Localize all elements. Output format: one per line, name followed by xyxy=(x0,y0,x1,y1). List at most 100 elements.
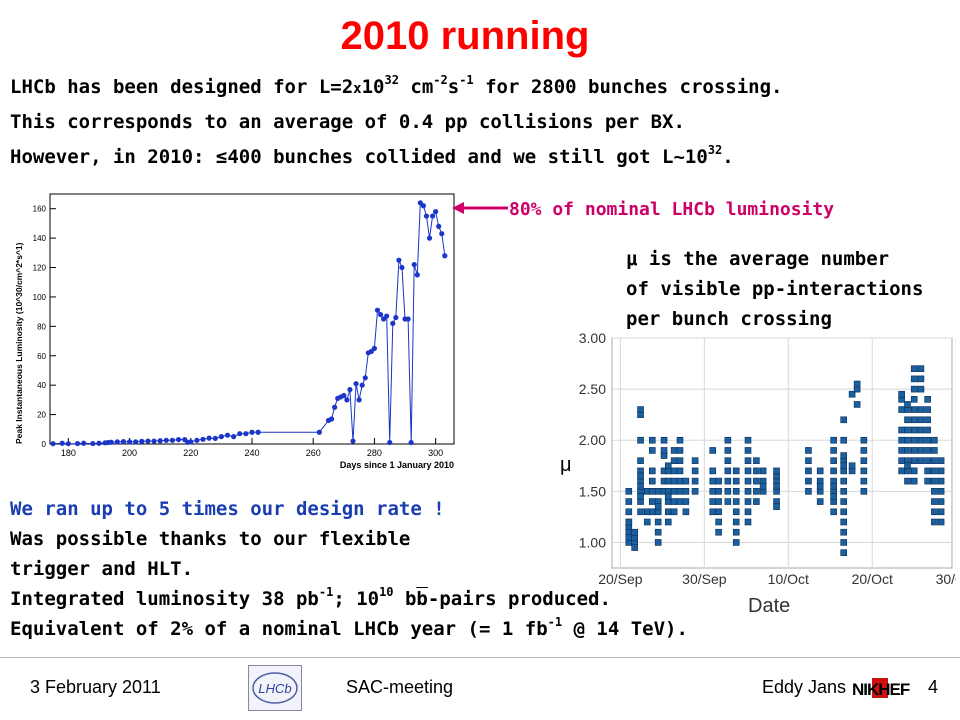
intro-line-1: LHCb has been designed for L=2x1032 cm-2… xyxy=(10,70,955,105)
conclusion-line-4-b: ; 10 xyxy=(333,588,380,610)
luminosity-data-point xyxy=(188,439,194,445)
mu-data-point xyxy=(910,436,918,444)
mu-data-point xyxy=(732,528,740,536)
mu-data-point xyxy=(937,508,945,516)
mu-data-point xyxy=(924,436,931,444)
mu-data-point xyxy=(924,396,931,403)
mu-data-point xyxy=(931,498,938,505)
luminosity-data-point xyxy=(108,439,114,445)
luminosity-data-point xyxy=(384,313,390,319)
intro-line-3-b: . xyxy=(722,146,734,168)
mu-data-point xyxy=(910,457,918,464)
mu-x-axis-label: Date xyxy=(748,595,790,616)
mu-data-point xyxy=(917,406,925,413)
mu-data-point xyxy=(773,503,780,510)
mu-data-point xyxy=(753,477,760,485)
luminosity-data-point xyxy=(151,438,157,444)
footer-divider xyxy=(0,657,960,658)
mu-data-point xyxy=(715,477,722,485)
mu-data-point xyxy=(676,467,684,475)
luminosity-y-axis-label: Peak Instantaneous Luminosity (10^30/cm^… xyxy=(14,242,24,444)
mu-data-point xyxy=(840,549,848,556)
luminosity-data-point xyxy=(433,209,439,215)
mu-data-point xyxy=(637,436,644,444)
mu-data-point xyxy=(682,488,690,495)
luminosity-data-point xyxy=(344,397,350,403)
mu-data-point xyxy=(840,498,848,505)
mu-description-line-2: of visible pp-interactions xyxy=(626,278,924,300)
luminosity-data-point xyxy=(81,440,87,446)
mu-data-point xyxy=(670,467,678,475)
luminosity-data-point xyxy=(328,416,335,422)
mu-data-point xyxy=(931,457,938,464)
mu-x-tick-label: 20/Oct xyxy=(852,571,893,587)
conclusion-line-5-b: @ 14 TeV). xyxy=(562,618,688,640)
mu-data-point xyxy=(715,508,722,516)
mu-data-point xyxy=(805,477,812,485)
mu-data-point xyxy=(805,467,812,475)
conclusion-line-4-c: b xyxy=(393,588,417,610)
luminosity-y-tick-label: 20 xyxy=(37,411,46,420)
mu-data-point xyxy=(860,488,868,495)
luminosity-y-tick-label: 0 xyxy=(42,440,47,449)
mu-scatter-chart: 1.00 1.50 2.00 2.50 3.00 20/Sep 30/Sep 10/Oct 20… xyxy=(560,330,956,616)
luminosity-data-point xyxy=(442,253,448,259)
mu-data-point xyxy=(840,436,848,444)
luminosity-data-point xyxy=(59,440,65,446)
luminosity-data-point xyxy=(96,440,102,446)
luminosity-data-point xyxy=(74,440,81,447)
luminosity-data-point xyxy=(120,439,127,445)
mu-data-point xyxy=(648,477,656,485)
mu-data-point xyxy=(910,385,918,393)
mu-data-point xyxy=(931,477,938,485)
mu-data-point xyxy=(931,518,938,526)
mu-data-point xyxy=(744,457,752,464)
luminosity-data-point xyxy=(243,431,249,437)
luminosity-y-tick-label: 40 xyxy=(37,381,46,390)
mu-y-tick-label: 1.50 xyxy=(579,483,606,499)
mu-data-point xyxy=(664,477,672,485)
luminosity-data-point xyxy=(249,429,255,435)
luminosity-data-point xyxy=(408,439,414,446)
mu-data-point xyxy=(691,477,699,485)
footer-date: 3 February 2011 xyxy=(30,677,161,697)
luminosity-data-point xyxy=(224,432,231,438)
luminosity-data-point xyxy=(429,213,436,219)
mu-data-point xyxy=(724,488,732,495)
mu-data-point xyxy=(625,518,633,526)
mu-data-point xyxy=(898,457,905,464)
mu-data-point xyxy=(931,447,938,454)
mu-x-tick-label: 10/Oct xyxy=(768,571,809,587)
mu-data-point xyxy=(904,436,911,444)
mu-data-point xyxy=(744,467,752,475)
mu-data-point xyxy=(917,457,925,464)
mu-data-point xyxy=(805,457,812,464)
mu-data-point xyxy=(840,477,848,485)
intro-line-1-e: for 2800 bunches crossing. xyxy=(473,76,783,98)
mu-data-point xyxy=(637,457,644,464)
luminosity-data-point xyxy=(194,437,200,443)
mu-data-point xyxy=(670,447,678,454)
luminosity-data-point xyxy=(426,235,433,241)
mu-data-point xyxy=(917,436,925,444)
conclusion-line-4: Integrated luminosity 38 pb-1; 1010 bb-p… xyxy=(10,584,850,614)
nikhef-logo-text: NIKHEF xyxy=(852,680,910,699)
slide-footer: 3 February 2011 LHCb SAC-meeting Eddy Ja… xyxy=(0,657,960,720)
mu-data-point xyxy=(917,426,925,434)
mu-data-point xyxy=(744,488,752,495)
luminosity-y-tick-label: 60 xyxy=(37,352,46,361)
mu-data-point xyxy=(637,472,644,480)
mu-x-tick-label: 20/Sep xyxy=(598,571,643,587)
luminosity-data-point xyxy=(393,314,399,321)
luminosity-data-point xyxy=(163,437,169,443)
mu-data-point xyxy=(625,488,633,495)
mu-data-point xyxy=(917,365,925,372)
luminosity-x-tick-label: 260 xyxy=(306,448,321,458)
luminosity-x-axis-label: Days since 1 January 2010 xyxy=(340,460,454,470)
mu-data-point xyxy=(830,467,837,475)
mu-data-point xyxy=(904,416,911,424)
mu-data-point xyxy=(744,436,752,444)
mu-data-point xyxy=(816,498,824,505)
mu-data-point xyxy=(898,406,905,413)
luminosity-y-tick-label: 100 xyxy=(33,293,47,302)
